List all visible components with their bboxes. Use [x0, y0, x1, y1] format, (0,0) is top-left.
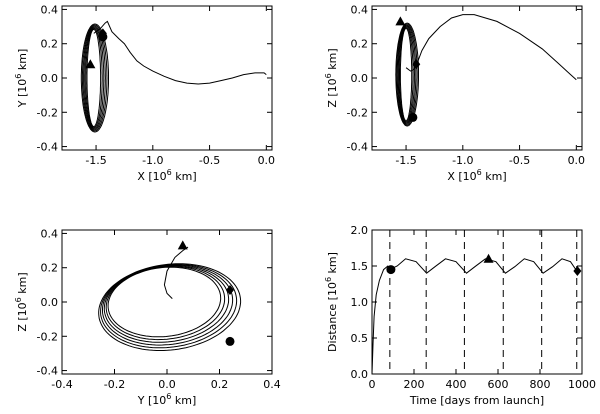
x-axis-label: Y [106 km] [137, 392, 196, 407]
y-tick-label: -0.2 [37, 330, 58, 343]
orbit-loop [86, 28, 102, 128]
distance-curve [371, 258, 578, 375]
y-tick-label: -0.2 [347, 106, 368, 119]
circle-marker [408, 112, 418, 122]
y-axis-label: Distance [106 km] [324, 252, 339, 352]
y-tick-label: 0.5 [351, 332, 369, 345]
y-tick-label: 0.0 [41, 72, 59, 85]
x-tick-label: -1.5 [395, 154, 416, 167]
circle-marker [386, 265, 396, 275]
y-tick-label: -0.2 [37, 106, 58, 119]
x-tick-label: 800 [530, 378, 551, 391]
y-tick-label: 0.2 [351, 38, 369, 51]
chart-panel-4: 0 200 400 600 800 1000 0.0 0.5 1.0 1.5 2.0 Time [da… [324, 224, 596, 407]
x-tick-label: 0 [369, 378, 376, 391]
orbit-loop [399, 26, 414, 123]
orbit-loop [107, 266, 222, 338]
x-tick-label: -0.5 [199, 154, 220, 167]
triangle-marker [483, 253, 494, 263]
triangle-marker [395, 16, 406, 26]
x-tick-label: -0.5 [509, 154, 530, 167]
x-axis-label: X [106 km] [447, 168, 506, 183]
orbit-loop [105, 266, 226, 341]
y-tick-label: -0.4 [347, 141, 368, 154]
y-tick-label: 0.4 [351, 3, 369, 16]
y-tick-label: -0.4 [37, 365, 58, 378]
x-tick-label: 0.0 [258, 154, 276, 167]
triangle-marker [177, 240, 188, 250]
circle-marker [98, 32, 108, 42]
y-axis-label: Z [106 km] [324, 48, 339, 107]
x-tick-label: -1.0 [142, 154, 163, 167]
y-tick-label: 0.0 [351, 72, 369, 85]
y-tick-label: 0.2 [41, 38, 59, 51]
chart-panel-3: -0.4 -0.2 0.0 0.2 0.4 -0.4 -0.2 0.0 0.2 0.4 Y [106… [14, 227, 281, 407]
orbit-loop [98, 263, 242, 351]
orbit-loop [399, 27, 413, 122]
diamond-marker [412, 59, 421, 70]
y-axis-label: Z [106 km] [14, 272, 29, 331]
x-tick-label: 200 [404, 378, 425, 391]
x-tick-label: -1.5 [85, 154, 106, 167]
orbit-loop [85, 27, 103, 129]
transfer-trajectory [405, 14, 577, 81]
transfer-trajectory [163, 246, 189, 299]
x-axis-label: X [106 km] [137, 168, 196, 183]
x-tick-label: 1000 [568, 378, 596, 391]
x-tick-label: 600 [488, 378, 509, 391]
x-tick-label: 400 [446, 378, 467, 391]
y-tick-label: 0.4 [41, 227, 59, 240]
x-tick-label: 0.0 [568, 154, 586, 167]
y-tick-label: 0.4 [41, 3, 59, 16]
y-tick-label: 2.0 [351, 224, 369, 237]
triangle-marker [85, 59, 96, 69]
chart-panel-2: -1.5 -1.0 -0.5 0.0 -0.4 -0.2 0.0 0.2 0.4 X [106 k… [324, 3, 585, 183]
y-tick-label: 1.0 [351, 296, 369, 309]
y-tick-label: -0.4 [37, 141, 58, 154]
chart-panel-1: -1.5 -1.0 -0.5 0.0 -0.4 -0.2 0.0 0.2 0.4 X [106 k… [14, 3, 275, 183]
orbit-loop [84, 26, 105, 130]
x-tick-label: -0.4 [51, 378, 72, 391]
y-tick-label: 0.2 [41, 262, 59, 275]
orbit-loop [103, 265, 230, 343]
y-tick-label: 0.0 [41, 296, 59, 309]
x-tick-label: -1.0 [452, 154, 473, 167]
x-tick-label: 0.0 [158, 378, 176, 391]
y-tick-label: 1.5 [351, 260, 369, 273]
diamond-marker [573, 266, 582, 277]
orbit-loop [102, 264, 234, 346]
diamond-marker [226, 285, 234, 295]
x-tick-label: 0.2 [211, 378, 229, 391]
y-tick-label: 0.0 [351, 368, 369, 381]
x-tick-label: 0.4 [263, 378, 281, 391]
y-axis-label: Y [106 km] [14, 49, 29, 108]
transfer-trajectory [93, 20, 267, 85]
plot-frame [371, 229, 583, 375]
circle-marker [225, 336, 235, 346]
x-tick-label: -0.2 [104, 378, 125, 391]
x-axis-label: Time [days from launch] [409, 394, 544, 407]
